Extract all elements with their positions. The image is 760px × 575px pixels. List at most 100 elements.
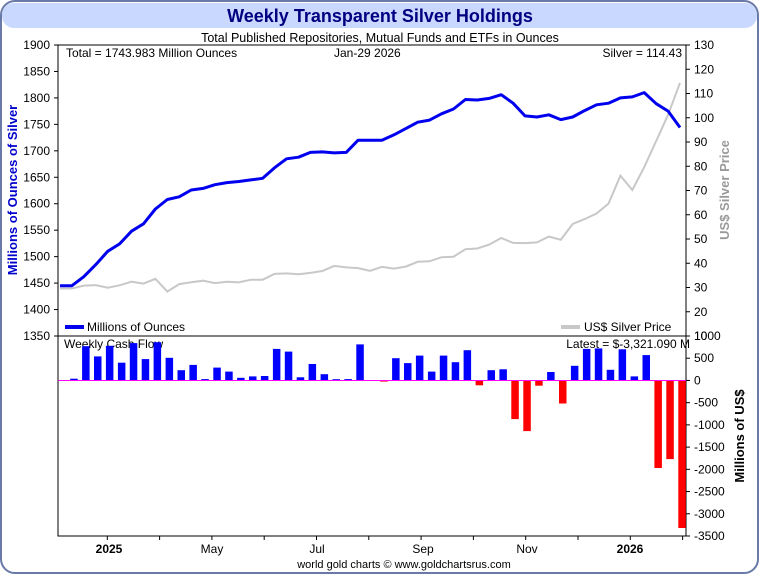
cashflow-bar [380, 380, 388, 382]
cashflow-bar [284, 351, 293, 381]
date-label: Jan-29 2026 [334, 46, 401, 60]
price-line [60, 82, 681, 293]
cashflow-bar [225, 371, 233, 381]
price-y-tick-label: 130 [694, 38, 714, 52]
holdings-y-tick-label: 1850 [23, 64, 50, 78]
cashflow-y-tick-label: 500 [694, 351, 714, 365]
cashflow-y-ticks: 1000 500 0 -500 -1000 -1500 -2000 -2500 -3000 -35… [686, 329, 725, 543]
holdings-line [60, 91, 682, 288]
cashflow-bar [105, 345, 114, 381]
cashflow-plot-area [57, 335, 687, 537]
cashflow-bar [308, 364, 317, 381]
price-y-tick-label: 120 [694, 62, 714, 76]
cashflow-y-tick-label: -2000 [694, 462, 725, 476]
cashflow-bar [344, 379, 352, 381]
cashflow-y-axis-title: Millions of US$ [732, 389, 747, 483]
holdings-y-ticks: 1900 1850 1800 1750 1700 1650 1600 1550 1500 1450… [23, 38, 58, 343]
cashflow-bar [439, 355, 448, 381]
cashflow-bar [666, 380, 674, 460]
cashflow-bar [272, 348, 281, 381]
cashflow-y-tick-label: 1000 [694, 329, 721, 343]
cashflow-bar [141, 359, 150, 381]
legend-price-label: US$ Silver Price [584, 320, 672, 334]
cashflow-bar [213, 367, 221, 381]
cashflow-bar [117, 362, 126, 381]
holdings-y-tick-label: 1450 [23, 276, 50, 290]
cashflow-bar [618, 349, 627, 381]
total-label: Total = 1743.983 Million Ounces [66, 46, 237, 60]
holdings-y-tick-label: 1500 [23, 250, 50, 264]
price-y-tick-label: 50 [694, 232, 708, 246]
price-y-tick-label: 10 [694, 329, 708, 343]
cashflow-bar [678, 380, 686, 528]
holdings-series [60, 91, 682, 288]
holdings-y-axis-title: Millions of Ounces of Silver [5, 105, 20, 275]
price-y-tick-label: 110 [694, 87, 713, 101]
cashflow-bar [201, 379, 209, 381]
cashflow-bar [356, 344, 364, 381]
cashflow-bar [559, 380, 567, 404]
cashflow-bar [499, 369, 507, 381]
cashflow-bar [237, 377, 245, 381]
cashflow-y-tick-label: -1000 [694, 418, 725, 432]
cashflow-bar [547, 372, 555, 381]
cashflow-bar [392, 358, 400, 381]
cashflow-bar [594, 348, 603, 381]
holdings-y-tick-label: 1550 [23, 223, 50, 237]
holdings-y-tick-label: 1600 [23, 197, 50, 211]
x-tick-label: Sep [412, 542, 434, 556]
cashflow-bar [630, 376, 639, 381]
holdings-y-tick-label: 1900 [23, 38, 50, 52]
cashflow-bar [70, 378, 78, 381]
cashflow-bar [260, 376, 269, 381]
cashflow-y-tick-label: 0 [694, 373, 701, 387]
x-axis-ticks: 2025 May Jul Sep Nov 2026 [96, 536, 684, 556]
holdings-y-tick-label: 1750 [23, 117, 50, 131]
cashflow-bar [427, 371, 436, 381]
cashflow-bar [570, 365, 579, 381]
price-y-tick-label: 30 [694, 281, 708, 295]
cashflow-y-tick-label: -2500 [694, 485, 725, 499]
price-y-tick-label: 40 [694, 256, 708, 270]
cashflow-bar [189, 364, 197, 381]
price-y-tick-label: 60 [694, 208, 708, 222]
cashflow-bar [463, 350, 472, 381]
cashflow-bars [58, 342, 686, 528]
price-y-ticks: 130 120 110 100 90 80 70 60 50 40 30 20 10 [686, 38, 714, 343]
holdings-y-tick-label: 1800 [23, 91, 50, 105]
cashflow-bar [415, 355, 424, 381]
chart-subtitle: Total Published Repositories, Mutual Fun… [201, 31, 559, 45]
x-tick-label: 2025 [96, 542, 123, 556]
cashflow-panel: Weekly Cash Flow Latest = $-3,321.090 M … [57, 329, 747, 543]
chart-title: Weekly Transparent Silver Holdings [227, 6, 533, 26]
cashflow-y-tick-label: -500 [694, 396, 718, 410]
price-y-tick-label: 80 [694, 159, 708, 173]
price-y-tick-label: 20 [694, 305, 708, 319]
cashflow-bar [129, 343, 138, 381]
cashflow-bar [475, 380, 484, 386]
price-series [60, 82, 681, 293]
x-tick-label: May [201, 542, 224, 556]
cashflow-bar [177, 370, 185, 381]
latest-label: Latest = $-3,321.090 M [566, 337, 690, 351]
cashflow-y-tick-label: -1500 [694, 440, 725, 454]
title-banner [2, 3, 757, 28]
x-tick-label: Jul [309, 542, 324, 556]
cashflow-bar [642, 355, 650, 381]
cashflow-bar [296, 377, 305, 381]
holdings-panel: Total = 1743.983 Million Ounces Jan-29 2… [5, 38, 732, 343]
cashflow-bar [94, 356, 102, 381]
cashflow-bar [153, 342, 162, 381]
cashflow-bar [451, 362, 460, 381]
price-y-tick-label: 70 [694, 184, 708, 198]
silver-price-label: Silver = 114.43 [603, 46, 683, 60]
price-y-tick-label: 90 [694, 135, 708, 149]
cashflow-bar [582, 348, 591, 381]
price-y-axis-title: US$ Silver Price [717, 140, 732, 240]
cashflow-bar [523, 380, 531, 432]
cashflow-title: Weekly Cash Flow [64, 337, 163, 351]
cashflow-bar [511, 380, 519, 420]
